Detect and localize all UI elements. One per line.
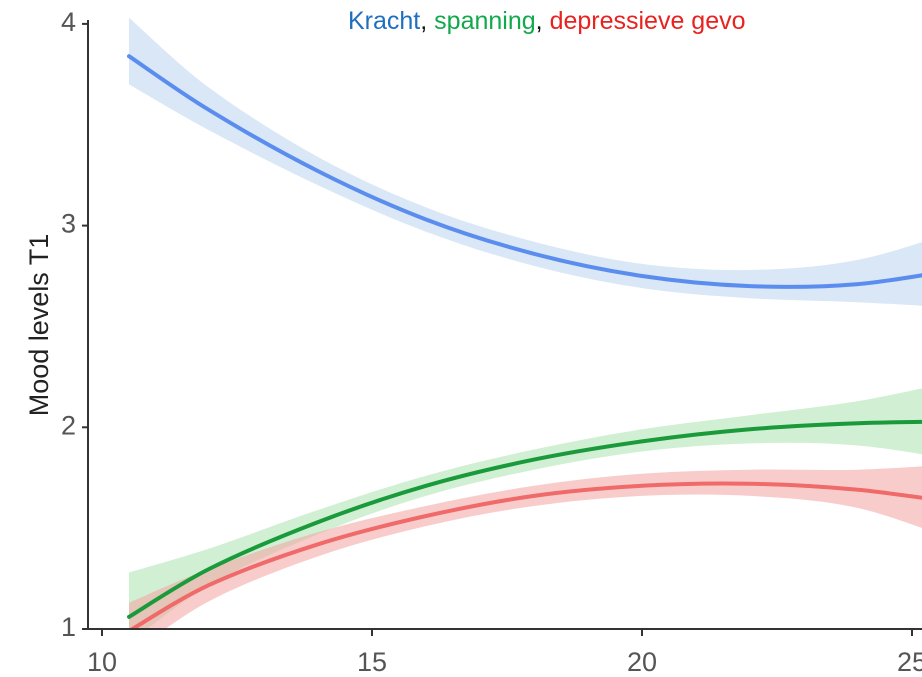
y-tick-label: 2 bbox=[61, 410, 76, 440]
legend-item: spanning bbox=[434, 7, 535, 35]
series-lines bbox=[127, 54, 922, 628]
legend-item: Kracht bbox=[348, 7, 420, 35]
band-spanning bbox=[129, 388, 922, 628]
line-depressieve-gevoelens bbox=[130, 481, 922, 628]
legend-separator: , bbox=[420, 7, 434, 35]
x-axis-ticks: 10 15 20 25 bbox=[87, 629, 922, 677]
x-tick-label: 20 bbox=[627, 647, 657, 677]
y-axis-ticks: 1 2 3 4 bbox=[61, 7, 88, 642]
line-spanning bbox=[127, 419, 922, 619]
x-tick-label: 25 bbox=[897, 647, 922, 677]
legend-separator: , bbox=[536, 7, 550, 35]
x-tick-label: 15 bbox=[357, 647, 387, 677]
band-kracht bbox=[129, 17, 922, 306]
confidence-bands bbox=[129, 17, 922, 628]
legend-item: depressieve gevo bbox=[550, 7, 746, 35]
band-depressieve-gevoelens bbox=[129, 466, 922, 628]
y-tick-label: 4 bbox=[61, 7, 76, 37]
y-tick-label: 1 bbox=[61, 612, 76, 642]
y-tick-label: 3 bbox=[61, 209, 76, 239]
x-tick-label: 10 bbox=[87, 647, 117, 677]
legend: Kracht, spanning, depressieve gevo bbox=[348, 7, 746, 35]
y-axis-title: Mood levels T1 bbox=[24, 234, 54, 417]
line-kracht bbox=[127, 54, 922, 289]
